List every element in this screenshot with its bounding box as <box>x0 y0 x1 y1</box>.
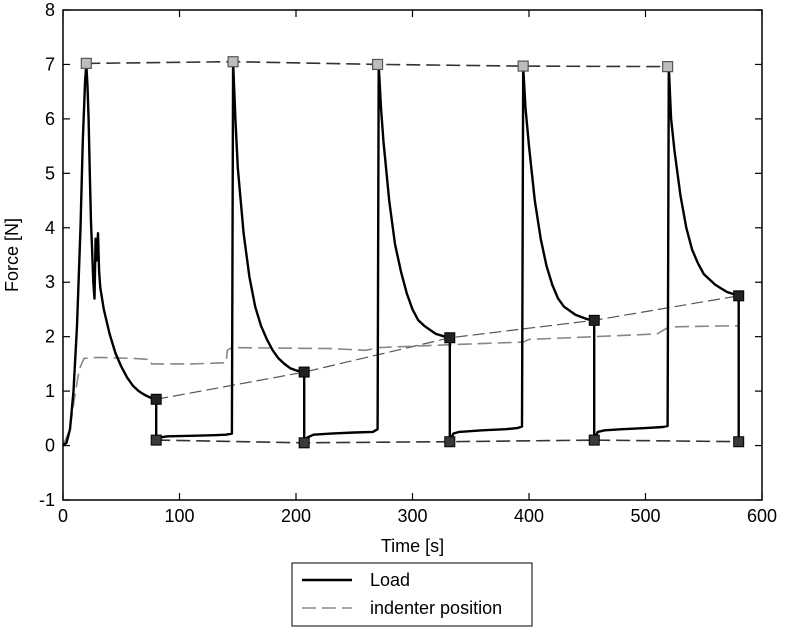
relaxed-marker <box>733 290 745 302</box>
relaxed-marker <box>588 314 600 326</box>
plot-area <box>63 56 745 449</box>
y-tick-label: 1 <box>45 381 55 401</box>
y-tick-label: 4 <box>45 218 55 238</box>
legend-label-indenter-position: indenter position <box>370 598 502 618</box>
base-marker <box>150 434 162 446</box>
x-axis-label: Time [s] <box>381 536 444 556</box>
y-tick-label: -1 <box>39 490 55 510</box>
base-marker <box>444 436 456 448</box>
x-tick-label: 0 <box>58 506 68 526</box>
x-tick-label: 600 <box>747 506 777 526</box>
y-tick-label: 5 <box>45 163 55 183</box>
peak-marker <box>371 58 384 71</box>
base-marker <box>298 437 310 449</box>
y-tick-label: 6 <box>45 109 55 129</box>
peak-marker <box>517 60 529 72</box>
y-tick-label: 0 <box>45 436 55 456</box>
relaxed-marker <box>298 366 310 378</box>
base-marker <box>588 434 600 446</box>
x-tick-label: 500 <box>630 506 660 526</box>
x-tick-label: 200 <box>281 506 311 526</box>
legend: Load indenter position <box>291 562 533 627</box>
relaxed-marker <box>444 332 456 344</box>
series-load <box>63 60 740 447</box>
y-tick-label: 2 <box>45 327 55 347</box>
peak-marker <box>662 61 674 73</box>
peak-marker <box>227 56 239 68</box>
relaxed-marker <box>150 393 162 405</box>
series-indenter-position <box>63 324 739 446</box>
x-tick-label: 100 <box>164 506 194 526</box>
x-tick-label: 400 <box>514 506 544 526</box>
y-axis-label: Force [N] <box>2 218 22 292</box>
plot-content <box>63 56 745 449</box>
legend-box <box>291 562 533 627</box>
y-tick-label: 3 <box>45 272 55 292</box>
y-tick-label: 8 <box>45 0 55 20</box>
y-tick-label: 7 <box>45 54 55 74</box>
base-marker <box>733 436 745 448</box>
peak-marker <box>80 57 92 69</box>
legend-label-load: Load <box>370 570 410 590</box>
x-tick-label: 300 <box>397 506 427 526</box>
